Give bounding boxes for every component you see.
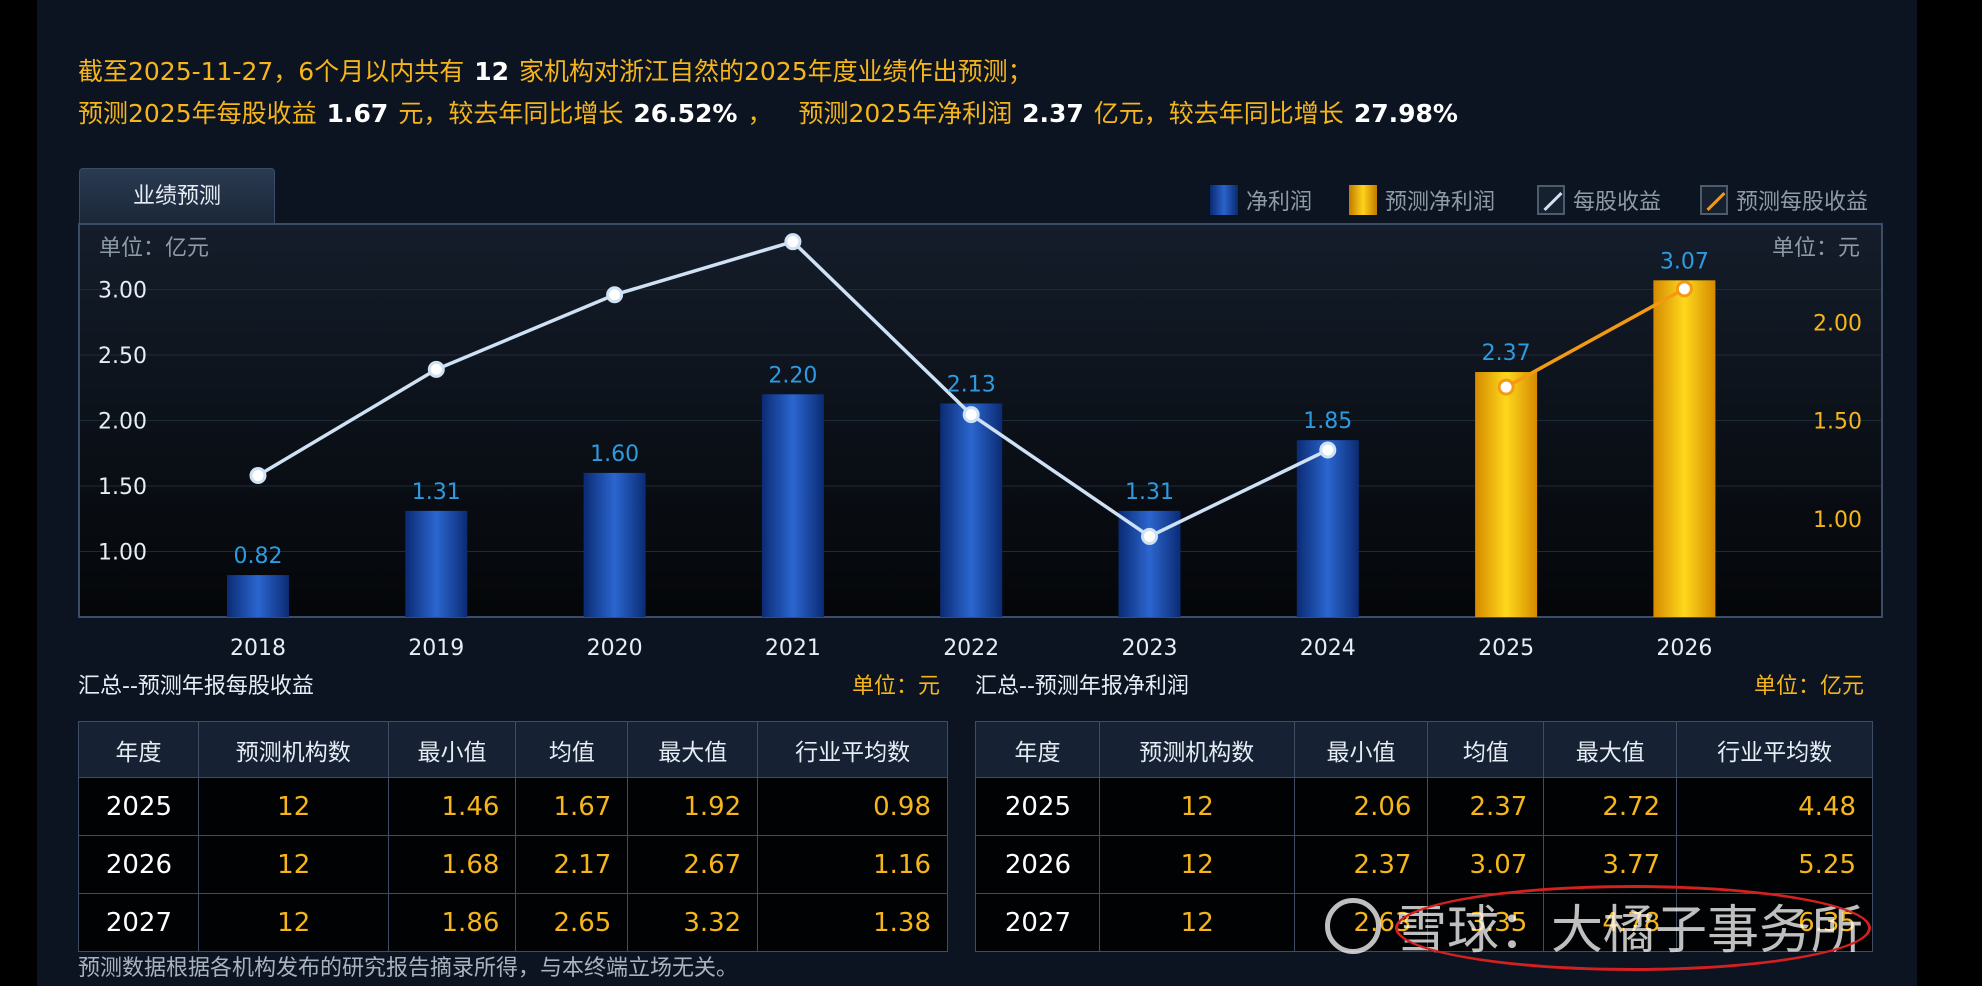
x-tick-label: 2021 xyxy=(765,636,821,661)
right-tick-label: 1.50 xyxy=(1813,410,1862,435)
bar-net-profit xyxy=(405,510,468,617)
eps-point xyxy=(1141,527,1158,545)
left-tick-label: 2.00 xyxy=(98,410,147,435)
eps-point xyxy=(784,233,802,251)
x-tick-label: 2024 xyxy=(1300,636,1356,661)
bar-value-label: 1.31 xyxy=(1125,480,1174,505)
col-industry-avg: 行业平均数 xyxy=(1676,721,1873,778)
bar-net-profit xyxy=(227,575,289,617)
legend-eps[interactable]: 每股收益 xyxy=(1537,184,1661,216)
x-tick-label: 2022 xyxy=(943,636,999,661)
eps-table-header: 年度 预测机构数 最小值 均值 最大值 行业平均数 xyxy=(78,721,948,778)
x-tick-label: 2023 xyxy=(1122,636,1178,661)
eps-point xyxy=(962,406,980,424)
legend-swatch-line-orange xyxy=(1700,185,1728,215)
eps-point xyxy=(249,467,267,485)
footnote: 预测数据根据各机构发布的研究报告摘录所得，与本终端立场无关。 xyxy=(78,956,739,981)
bar-value-label: 1.31 xyxy=(412,480,461,505)
bar-net-profit xyxy=(583,472,646,617)
legend-forecast-eps[interactable]: 预测每股收益 xyxy=(1700,184,1868,216)
col-count: 预测机构数 xyxy=(197,721,389,778)
left-tick-label: 1.50 xyxy=(98,475,147,500)
col-year: 年度 xyxy=(975,721,1100,778)
col-mean: 均值 xyxy=(515,721,629,778)
legend-swatch-gold xyxy=(1349,185,1377,215)
bar-forecast-net-profit xyxy=(1475,372,1538,617)
eps-table-title: 汇总--预测年报每股收益 xyxy=(78,674,314,699)
bar-value-label: 2.37 xyxy=(1482,341,1531,366)
summary-line-2: 预测2025年每股收益 1.67 元，较去年同比增长 26.52%，预测2025年净利… xyxy=(78,99,1458,128)
col-min: 最小值 xyxy=(1293,721,1429,778)
bar-value-label: 2.20 xyxy=(768,363,817,388)
x-tick-label: 2025 xyxy=(1478,636,1534,661)
col-industry-avg: 行业平均数 xyxy=(757,721,948,778)
col-year: 年度 xyxy=(78,721,199,778)
np-table-unit: 单位：亿元 xyxy=(1754,674,1865,699)
right-tick-label: 1.00 xyxy=(1813,508,1862,533)
bar-value-label: 1.60 xyxy=(590,442,639,467)
left-tick-label: 2.50 xyxy=(98,344,147,369)
table-row: 2026 12 1.68 2.17 2.67 1.16 xyxy=(78,835,948,894)
forecast-eps-line xyxy=(1505,287,1686,389)
col-count: 预测机构数 xyxy=(1098,721,1295,778)
x-tick-label: 2019 xyxy=(408,636,464,661)
forecast-eps-point xyxy=(1675,280,1693,298)
red-ellipse-annotation xyxy=(1395,885,1871,971)
np-table-header: 年度 预测机构数 最小值 均值 最大值 行业平均数 xyxy=(975,721,1873,778)
eps-point xyxy=(1319,441,1337,459)
legend-net-profit[interactable]: 净利润 xyxy=(1210,184,1312,216)
table-row: 2026 12 2.37 3.07 3.77 5.25 xyxy=(975,835,1873,894)
legend-swatch-line xyxy=(1537,185,1565,215)
right-tick-label: 2.00 xyxy=(1813,311,1862,336)
right-axis-unit: 单位：元 xyxy=(1772,236,1860,261)
summary-line-1: 截至2025-11-27，6个月以内共有 12 家机构对浙江自然的2025年度业绩作… xyxy=(78,57,1033,86)
left-tick-label: 1.00 xyxy=(98,541,147,566)
col-max: 最大值 xyxy=(1543,721,1678,778)
x-tick-label: 2018 xyxy=(230,636,286,661)
bar-net-profit xyxy=(761,394,824,617)
left-tick-label: 3.00 xyxy=(98,279,147,304)
bar-value-label: 1.85 xyxy=(1303,409,1352,434)
x-tick-label: 2020 xyxy=(587,636,643,661)
legend-swatch-blue xyxy=(1210,185,1238,215)
eps-table-unit: 单位：元 xyxy=(852,674,941,699)
bar-net-profit xyxy=(1296,440,1359,617)
eps-point xyxy=(606,286,624,304)
eps-point xyxy=(427,360,445,378)
np-table-title: 汇总--预测年报净利润 xyxy=(975,674,1189,699)
col-mean: 均值 xyxy=(1427,721,1545,778)
col-min: 最小值 xyxy=(387,721,517,778)
eps-table: 年度 预测机构数 最小值 均值 最大值 行业平均数 2025 12 1.46 1.67… xyxy=(78,721,948,952)
bar-forecast-net-profit xyxy=(1653,280,1716,617)
bar-value-label: 2.13 xyxy=(947,372,996,397)
table-row: 2025 12 1.46 1.67 1.92 0.98 xyxy=(78,777,948,836)
x-tick-label: 2026 xyxy=(1656,636,1712,661)
snowball-logo-icon xyxy=(1325,897,1381,954)
tab-performance-forecast[interactable]: 业绩预测 xyxy=(79,168,275,225)
forecast-eps-point xyxy=(1497,378,1515,396)
bar-net-profit xyxy=(940,403,1003,617)
table-row: 2027 12 1.86 2.65 3.32 1.38 xyxy=(78,893,948,952)
table-row: 2025 12 2.06 2.37 2.72 4.48 xyxy=(975,777,1873,836)
bar-value-label: 0.82 xyxy=(234,544,283,569)
col-max: 最大值 xyxy=(627,721,759,778)
bar-value-label: 3.07 xyxy=(1660,249,1709,274)
legend-forecast-net-profit[interactable]: 预测净利润 xyxy=(1349,184,1495,216)
left-axis-unit: 单位：亿元 xyxy=(99,236,209,261)
